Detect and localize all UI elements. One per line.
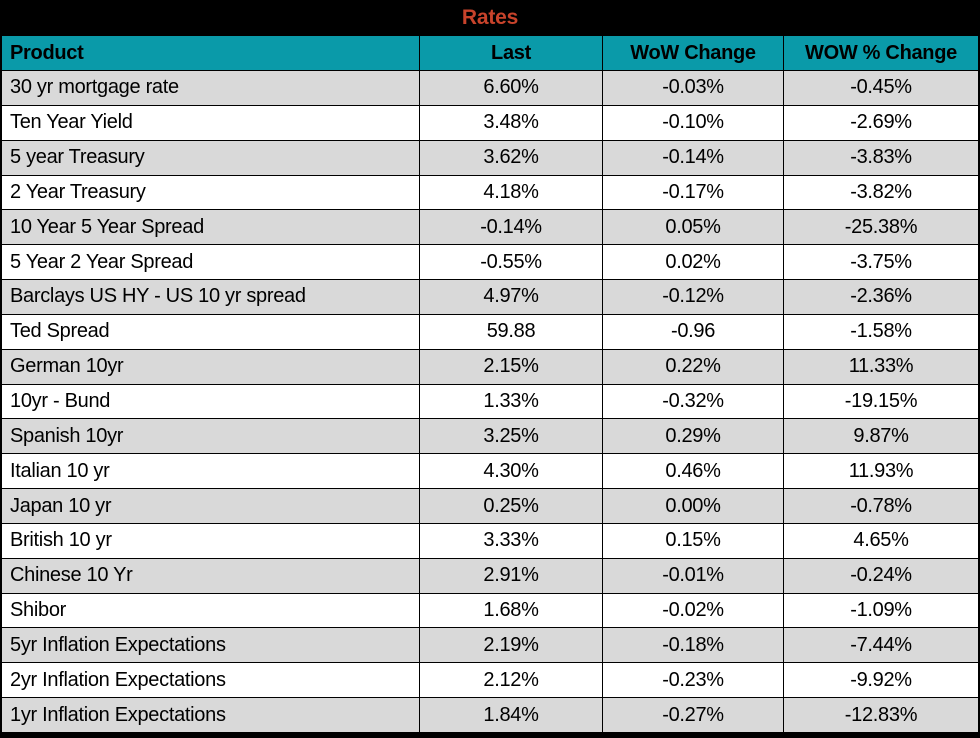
wow-pct-change-cell: -3.82% xyxy=(784,175,978,210)
column-header-wow-pct-change: WOW % Change xyxy=(784,36,978,70)
product-cell: 1yr Inflation Expectations xyxy=(2,698,419,732)
wow-change-cell: 0.46% xyxy=(603,454,783,489)
last-cell: 3.33% xyxy=(420,523,602,558)
wow-pct-change-cell: 11.93% xyxy=(784,454,978,489)
wow-change-cell: -0.17% xyxy=(603,175,783,210)
last-cell: 1.68% xyxy=(420,593,602,628)
wow-pct-change-cell: -3.83% xyxy=(784,140,978,175)
product-cell: Spanish 10yr xyxy=(2,419,419,454)
wow-pct-change-cell: 11.33% xyxy=(784,349,978,384)
last-cell: 4.18% xyxy=(420,175,602,210)
wow-change-cell: 0.00% xyxy=(603,489,783,523)
wow-pct-change-cell: -0.78% xyxy=(784,489,978,523)
product-cell: Barclays US HY - US 10 yr spread xyxy=(2,280,419,314)
column-header-last: Last xyxy=(420,36,602,70)
product-cell: Japan 10 yr xyxy=(2,489,419,523)
wow-pct-change-cell: 4.65% xyxy=(784,523,978,558)
wow-change-cell: 0.29% xyxy=(603,419,783,454)
last-cell: -0.55% xyxy=(420,245,602,280)
product-cell: 10yr - Bund xyxy=(2,384,419,419)
product-cell: Chinese 10 Yr xyxy=(2,558,419,593)
wow-change-cell: -0.12% xyxy=(603,280,783,314)
product-cell: 30 yr mortgage rate xyxy=(2,71,419,105)
wow-change-cell: 0.05% xyxy=(603,210,783,245)
wow-change-cell: -0.18% xyxy=(603,628,783,663)
wow-change-cell: -0.02% xyxy=(603,593,783,628)
wow-pct-change-cell: -2.69% xyxy=(784,105,978,140)
column-header-wow-change: WoW Change xyxy=(603,36,783,70)
wow-pct-change-cell: -2.36% xyxy=(784,280,978,314)
last-cell: 1.33% xyxy=(420,384,602,419)
product-cell: 5 Year 2 Year Spread xyxy=(2,245,419,280)
last-cell: 2.15% xyxy=(420,349,602,384)
wow-pct-change-cell: 9.87% xyxy=(784,419,978,454)
wow-change-cell: 0.02% xyxy=(603,245,783,280)
last-cell: 3.62% xyxy=(420,140,602,175)
column-header-product: Product xyxy=(2,36,419,70)
last-cell: 6.60% xyxy=(420,71,602,105)
wow-change-cell: -0.23% xyxy=(603,663,783,698)
last-cell: 2.12% xyxy=(420,663,602,698)
wow-pct-change-cell: -12.83% xyxy=(784,698,978,732)
wow-pct-change-cell: -1.09% xyxy=(784,593,978,628)
last-cell: 2.91% xyxy=(420,558,602,593)
last-cell: 3.25% xyxy=(420,419,602,454)
product-cell: 10 Year 5 Year Spread xyxy=(2,210,419,245)
wow-change-cell: -0.14% xyxy=(603,140,783,175)
product-cell: Ten Year Yield xyxy=(2,105,419,140)
last-cell: 4.97% xyxy=(420,280,602,314)
wow-pct-change-cell: -3.75% xyxy=(784,245,978,280)
wow-change-cell: 0.22% xyxy=(603,349,783,384)
last-cell: 2.19% xyxy=(420,628,602,663)
last-cell: 0.25% xyxy=(420,489,602,523)
product-cell: 5 year Treasury xyxy=(2,140,419,175)
wow-change-cell: -0.32% xyxy=(603,384,783,419)
last-cell: 4.30% xyxy=(420,454,602,489)
product-cell: Shibor xyxy=(2,593,419,628)
wow-change-cell: -0.01% xyxy=(603,558,783,593)
wow-change-cell: -0.27% xyxy=(603,698,783,732)
wow-change-cell: 0.15% xyxy=(603,523,783,558)
wow-pct-change-cell: -25.38% xyxy=(784,210,978,245)
product-cell: 2 Year Treasury xyxy=(2,175,419,210)
product-cell: 5yr Inflation Expectations xyxy=(2,628,419,663)
last-cell: 3.48% xyxy=(420,105,602,140)
wow-pct-change-cell: -9.92% xyxy=(784,663,978,698)
product-cell: German 10yr xyxy=(2,349,419,384)
product-cell: Ted Spread xyxy=(2,314,419,349)
wow-change-cell: -0.10% xyxy=(603,105,783,140)
product-cell: Italian 10 yr xyxy=(2,454,419,489)
wow-pct-change-cell: -19.15% xyxy=(784,384,978,419)
product-cell: 2yr Inflation Expectations xyxy=(2,663,419,698)
wow-change-cell: -0.96 xyxy=(603,314,783,349)
wow-pct-change-cell: -1.58% xyxy=(784,314,978,349)
wow-pct-change-cell: -0.24% xyxy=(784,558,978,593)
last-cell: 1.84% xyxy=(420,698,602,732)
last-cell: 59.88 xyxy=(420,314,602,349)
wow-change-cell: -0.03% xyxy=(603,71,783,105)
last-cell: -0.14% xyxy=(420,210,602,245)
table-title: Rates xyxy=(2,0,978,35)
wow-pct-change-cell: -0.45% xyxy=(784,71,978,105)
wow-pct-change-cell: -7.44% xyxy=(784,628,978,663)
product-cell: British 10 yr xyxy=(2,523,419,558)
